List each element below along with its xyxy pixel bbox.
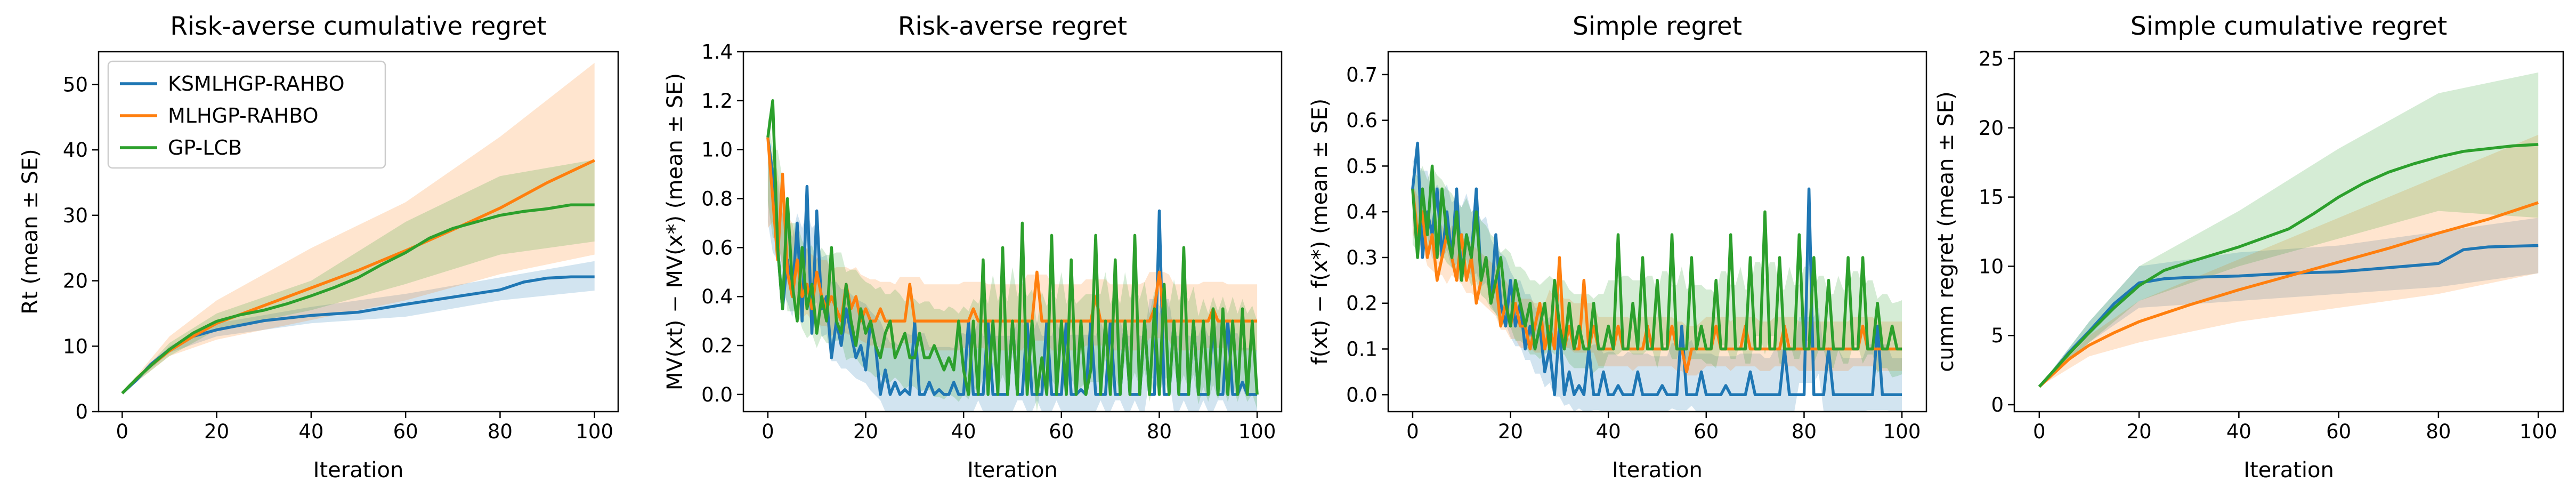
line-gp-lcb <box>766 99 1259 396</box>
chart-panel-1: 0 20 40 60 80 100 0 10 20 30 40 50 Risk-averse cumul… <box>18 12 619 483</box>
x-tick-label: 60 <box>2326 420 2351 443</box>
x-tick-label: 40 <box>1596 420 1621 443</box>
y-tick-label: 0.1 <box>1346 338 1378 360</box>
y-tick-label: 40 <box>63 139 88 162</box>
axes-frame <box>742 51 1283 413</box>
x-tick-label: 40 <box>951 420 976 443</box>
y-tick-label: 20 <box>1979 117 2004 140</box>
y-tick-label: 0.8 <box>701 188 733 211</box>
x-tick-label: 40 <box>2226 420 2251 443</box>
band-gp-lcb <box>1412 166 1902 377</box>
x-tick-label: 60 <box>393 420 418 443</box>
y-tick-label: 50 <box>63 73 88 96</box>
x-tick-label: 100 <box>576 420 613 443</box>
axes-frame <box>2013 51 2564 413</box>
band-mlhgp-rahbo <box>122 62 595 393</box>
y-axis-label: Rt (mean ± SE) <box>18 149 43 314</box>
band-mlhgp-rahbo <box>767 156 1258 351</box>
chart-title: Simple regret <box>1573 12 1742 41</box>
x-axis-label: Iteration <box>313 458 404 483</box>
x-tick-label: 0 <box>116 420 129 443</box>
chart-title: Simple cumulative regret <box>2131 12 2447 41</box>
y-tick-label: 0.2 <box>1346 292 1378 315</box>
band-ksmlhgp-rahbo <box>767 142 1258 412</box>
y-tick-label: 1.0 <box>701 139 733 162</box>
chart-panel-4: 0 20 40 60 80 100 0 5 10 15 20 25 Simple cumulative … <box>1934 12 2564 483</box>
legend: KSMLHGP-RAHBO MLHGP-RAHBO GP-LCB <box>107 60 386 169</box>
y-tick-label: 10 <box>1979 255 2004 278</box>
legend-label: GP-LCB <box>168 136 242 159</box>
band-ksmlhgp-rahbo <box>2039 218 2539 387</box>
y-tick-label: 0.2 <box>701 334 733 357</box>
chart-title: Risk-averse regret <box>898 12 1127 41</box>
x-tick-label: 80 <box>488 420 513 443</box>
x-tick-label: 80 <box>1147 420 1172 443</box>
y-tick-label: 0.4 <box>1346 200 1378 223</box>
y-tick-label: 20 <box>63 270 88 293</box>
y-tick-label: 0.0 <box>1346 383 1378 406</box>
x-tick-label: 0 <box>1406 420 1419 443</box>
x-tick-label: 100 <box>1883 420 1921 443</box>
y-tick-label: 0.6 <box>701 236 733 259</box>
legend-label: KSMLHGP-RAHBO <box>168 72 345 95</box>
y-tick-label: 0.4 <box>701 285 733 308</box>
y-tick-label: 0.6 <box>1346 109 1378 132</box>
y-tick-label: 0 <box>75 400 88 423</box>
legend-label: MLHGP-RAHBO <box>168 104 319 127</box>
chart-panel-3: 0 20 40 60 80 100 0.0 0.1 0.2 0.3 0.4 0.5 0.6 0.7 Simp… <box>1308 12 1927 483</box>
x-tick-label: 40 <box>298 420 323 443</box>
x-tick-label: 100 <box>2520 420 2557 443</box>
chart-panel-2: 0 20 40 60 80 100 0.0 0.2 0.4 0.6 0.8 1.0 1.2 1.4 Risk… <box>663 12 1283 483</box>
y-tick-label: 30 <box>63 204 88 227</box>
y-axis-label: cumm regret (mean ± SE) <box>1934 91 1958 372</box>
y-tick-label: 10 <box>63 335 88 358</box>
y-tick-label: 0 <box>1991 393 2004 416</box>
x-tick-label: 20 <box>1498 420 1523 443</box>
line-mlhgp-rahbo <box>2038 201 2539 388</box>
x-tick-label: 60 <box>1049 420 1074 443</box>
x-tick-label: 100 <box>1238 420 1276 443</box>
x-axis-label: Iteration <box>967 458 1058 483</box>
x-tick-label: 20 <box>204 420 229 443</box>
chart-title: Risk-averse cumulative regret <box>170 12 546 41</box>
x-tick-label: 80 <box>1792 420 1817 443</box>
line-ksmlhgp-rahbo <box>1411 141 1902 397</box>
x-tick-label: 0 <box>2033 420 2046 443</box>
y-tick-label: 1.4 <box>701 41 733 63</box>
x-tick-label: 60 <box>1694 420 1719 443</box>
band-mlhgp-rahbo <box>2039 134 2539 387</box>
y-tick-label: 5 <box>1991 324 2004 347</box>
axes-frame <box>1387 51 1927 413</box>
x-tick-label: 0 <box>762 420 774 443</box>
x-tick-label: 20 <box>853 420 878 443</box>
y-tick-label: 0.0 <box>701 383 733 406</box>
y-tick-label: 0.5 <box>1346 155 1378 178</box>
y-tick-label: 0.7 <box>1346 63 1378 86</box>
axes-frame <box>98 51 619 413</box>
band-gp-lcb <box>767 113 1258 412</box>
line-gp-lcb <box>1411 164 1902 351</box>
x-axis-label: Iteration <box>1612 458 1703 483</box>
legend-box <box>107 60 386 169</box>
x-tick-label: 80 <box>2426 420 2451 443</box>
x-tick-label: 20 <box>2127 420 2152 443</box>
y-axis-label: f(xt) − f(x*) (mean ± SE) <box>1308 99 1332 365</box>
y-axis-label: MV(xt) − MV(x*) (mean ± SE) <box>663 73 687 390</box>
y-tick-label: 0.3 <box>1346 246 1378 269</box>
x-axis-label: Iteration <box>2243 458 2334 483</box>
y-tick-label: 15 <box>1979 186 2004 209</box>
y-tick-label: 1.2 <box>701 90 733 113</box>
line-gp-lcb <box>121 203 595 395</box>
y-tick-label: 25 <box>1979 47 2004 70</box>
line-gp-lcb <box>2038 143 2539 388</box>
